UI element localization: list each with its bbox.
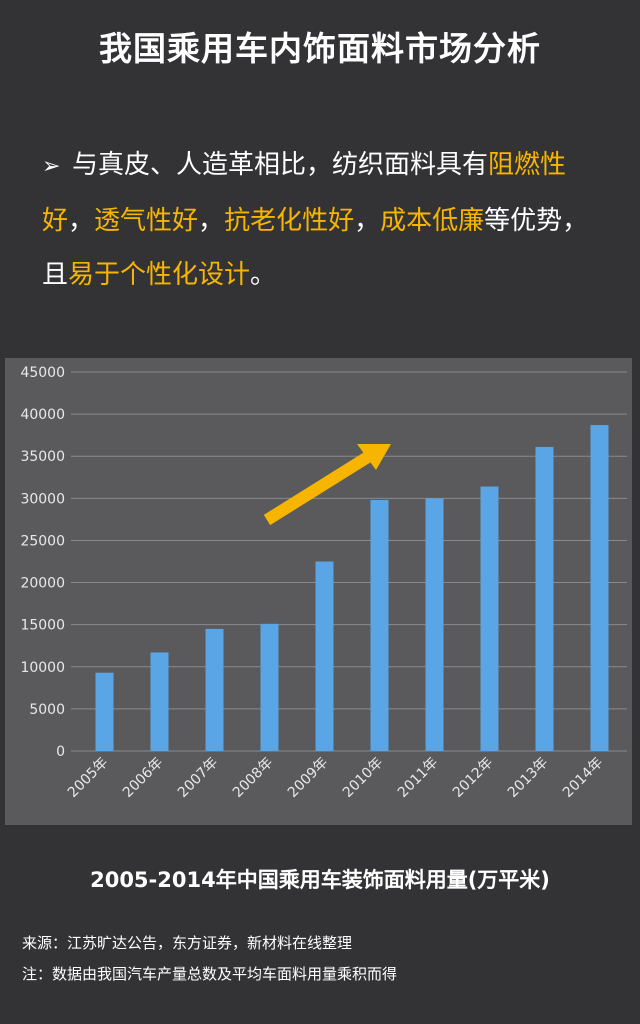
bar bbox=[480, 486, 499, 751]
highlight-text: 透气性好 bbox=[94, 206, 199, 236]
remark-note: 注：数据由我国汽车产量总数及平均车面料用量乘积而得 bbox=[22, 965, 398, 983]
bar bbox=[95, 672, 114, 751]
x-tick-label: 2008年 bbox=[230, 755, 276, 801]
y-tick-label: 40000 bbox=[20, 407, 65, 423]
y-tick-label: 5000 bbox=[29, 702, 65, 718]
highlight-text: 阻燃性好 bbox=[42, 150, 567, 236]
bar-chart: 0 5000 10000 15000 20000 25000 30000 35000 40000… bbox=[20, 365, 627, 801]
x-tick-label: 2013年 bbox=[505, 755, 551, 801]
y-tick-label: 25000 bbox=[20, 533, 65, 549]
body-text: ， bbox=[68, 206, 95, 236]
bullet-point: ➢ 与真皮、人造革相比，纺织面料具有阻燃性好，透气性好，抗老化性好，成本低廉等优势… bbox=[42, 138, 612, 302]
trend-arrow-head-icon bbox=[357, 444, 391, 470]
bar bbox=[260, 623, 279, 751]
body-text: 等优势，且 bbox=[42, 206, 589, 290]
highlight-text: 成本低廉 bbox=[380, 206, 485, 236]
chart-caption: 2005-2014年中国乘用车装饰面料用量(万平米) bbox=[90, 868, 550, 892]
x-tick-label: 2014年 bbox=[560, 755, 606, 801]
highlight-text: 易于个性化设计 bbox=[68, 260, 251, 290]
y-tick-label: 0 bbox=[56, 744, 65, 760]
bar bbox=[315, 561, 334, 751]
x-tick-label: 2005年 bbox=[65, 755, 111, 801]
bullet-text: 与真皮、人造革相比，纺织面料具有阻燃性好，透气性好，抗老化性好，成本低廉等优势，… bbox=[42, 150, 588, 290]
body-text: ， bbox=[354, 206, 381, 236]
bar bbox=[150, 652, 169, 751]
x-tick-label: 2009年 bbox=[285, 755, 331, 801]
bar bbox=[425, 498, 444, 751]
x-tick-label: 2010年 bbox=[340, 755, 386, 801]
y-tick-label: 10000 bbox=[20, 660, 65, 676]
bar-chart-panel: 0 5000 10000 15000 20000 25000 30000 35000 40000… bbox=[5, 358, 632, 825]
y-tick-label: 35000 bbox=[20, 449, 65, 465]
bar bbox=[205, 628, 224, 751]
page-title: 我国乘用车内饰面料市场分析 bbox=[99, 29, 541, 68]
x-tick-label: 2011年 bbox=[395, 755, 441, 801]
y-tick-label: 15000 bbox=[20, 618, 65, 634]
source-note: 来源：江苏旷达公告，东方证券，新材料在线整理 bbox=[22, 934, 353, 952]
bar bbox=[370, 500, 389, 751]
body-text: 。 bbox=[250, 260, 277, 290]
trend-arrow-shaft bbox=[263, 449, 375, 526]
y-tick-label: 20000 bbox=[20, 576, 65, 592]
x-tick-label: 2007年 bbox=[175, 755, 221, 801]
y-tick-label: 45000 bbox=[20, 365, 65, 381]
x-tick-label: 2006年 bbox=[120, 755, 166, 801]
body-text: 与真皮、人造革相比，纺织面料具有 bbox=[72, 150, 489, 180]
body-text: ， bbox=[198, 206, 225, 236]
bullet-arrow-icon: ➢ bbox=[42, 154, 61, 179]
bar bbox=[535, 446, 554, 751]
highlight-text: 抗老化性好 bbox=[224, 206, 355, 236]
x-tick-label: 2012年 bbox=[450, 755, 496, 801]
y-tick-label: 30000 bbox=[20, 491, 65, 507]
bar bbox=[590, 425, 609, 751]
